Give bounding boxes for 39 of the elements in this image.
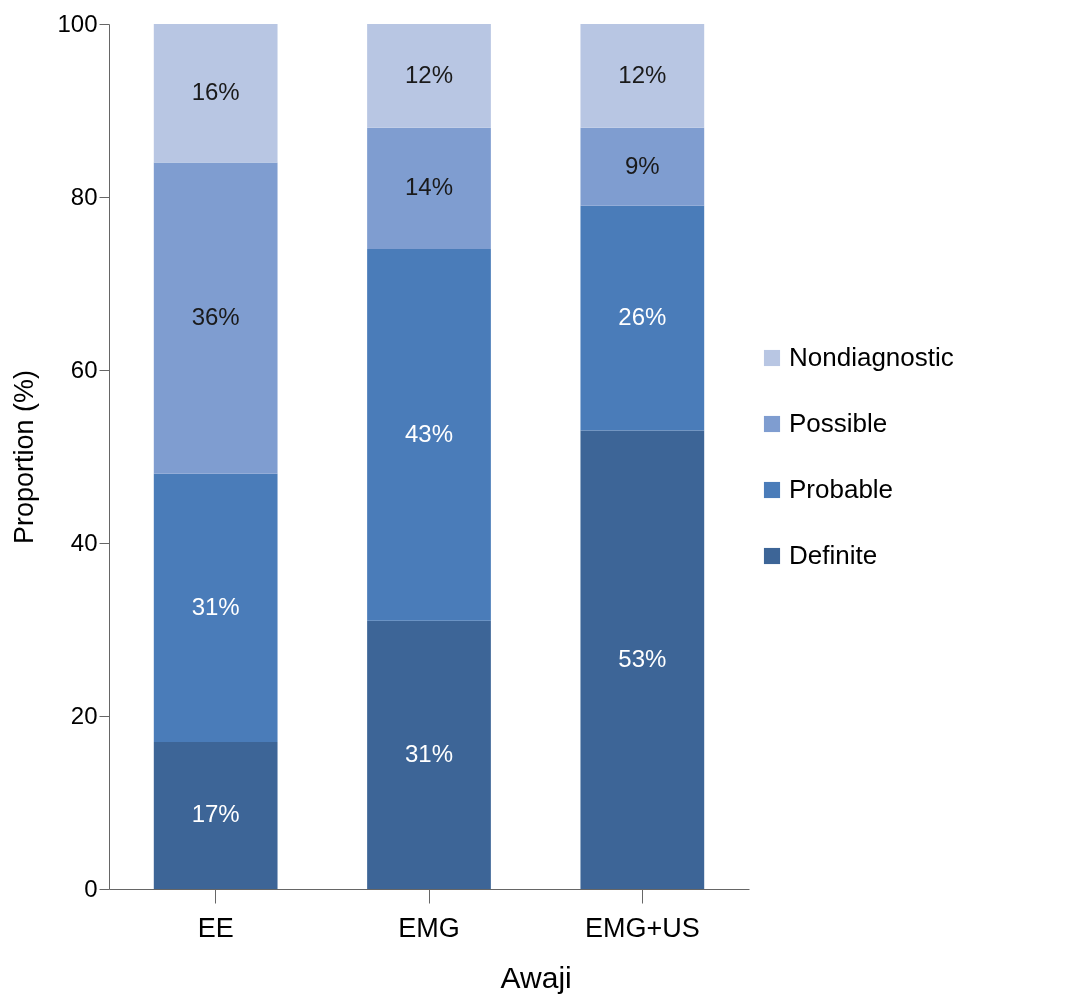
bar <box>153 473 278 742</box>
x-tick-label: EMG <box>398 912 460 943</box>
data-label: 14% <box>404 173 454 201</box>
x-tick-label: EE <box>197 912 234 943</box>
bar <box>580 205 705 431</box>
y-tick-label: 40 <box>70 528 98 556</box>
bar <box>367 248 491 621</box>
data-label: 31% <box>404 739 454 767</box>
bar <box>153 741 278 889</box>
data-label: 12% <box>618 60 667 88</box>
y-axis-title: Proportion (%) <box>9 369 40 545</box>
bar <box>367 620 491 889</box>
y-tick-label: 20 <box>70 701 98 729</box>
bar <box>367 127 491 249</box>
data-label: 16% <box>191 78 240 106</box>
bar <box>367 24 491 128</box>
y-tick-label: 0 <box>84 874 98 902</box>
bar <box>580 24 705 128</box>
x-axis-title: Awaji <box>500 960 572 994</box>
y-tick-label: 80 <box>70 182 98 210</box>
y-tick-label: 60 <box>70 355 98 383</box>
data-label: 9% <box>624 151 660 179</box>
data-label: 53% <box>618 644 667 672</box>
legend-label: Definite <box>789 540 878 570</box>
bar <box>580 430 705 889</box>
data-label: 12% <box>404 60 454 88</box>
data-label: 26% <box>618 303 667 331</box>
bar <box>153 162 278 474</box>
legend-label: Nondiagnostic <box>789 342 954 372</box>
bar <box>153 24 278 163</box>
x-tick-label: EMG+US <box>584 912 700 943</box>
data-label: 36% <box>191 303 240 331</box>
data-label: 31% <box>191 592 240 620</box>
y-tick-label: 100 <box>57 9 98 37</box>
bar <box>580 127 705 206</box>
legend-label: Probable <box>789 474 894 504</box>
legend-label: Possible <box>789 408 888 438</box>
data-label: 17% <box>191 800 240 828</box>
data-label: 43% <box>404 419 454 447</box>
